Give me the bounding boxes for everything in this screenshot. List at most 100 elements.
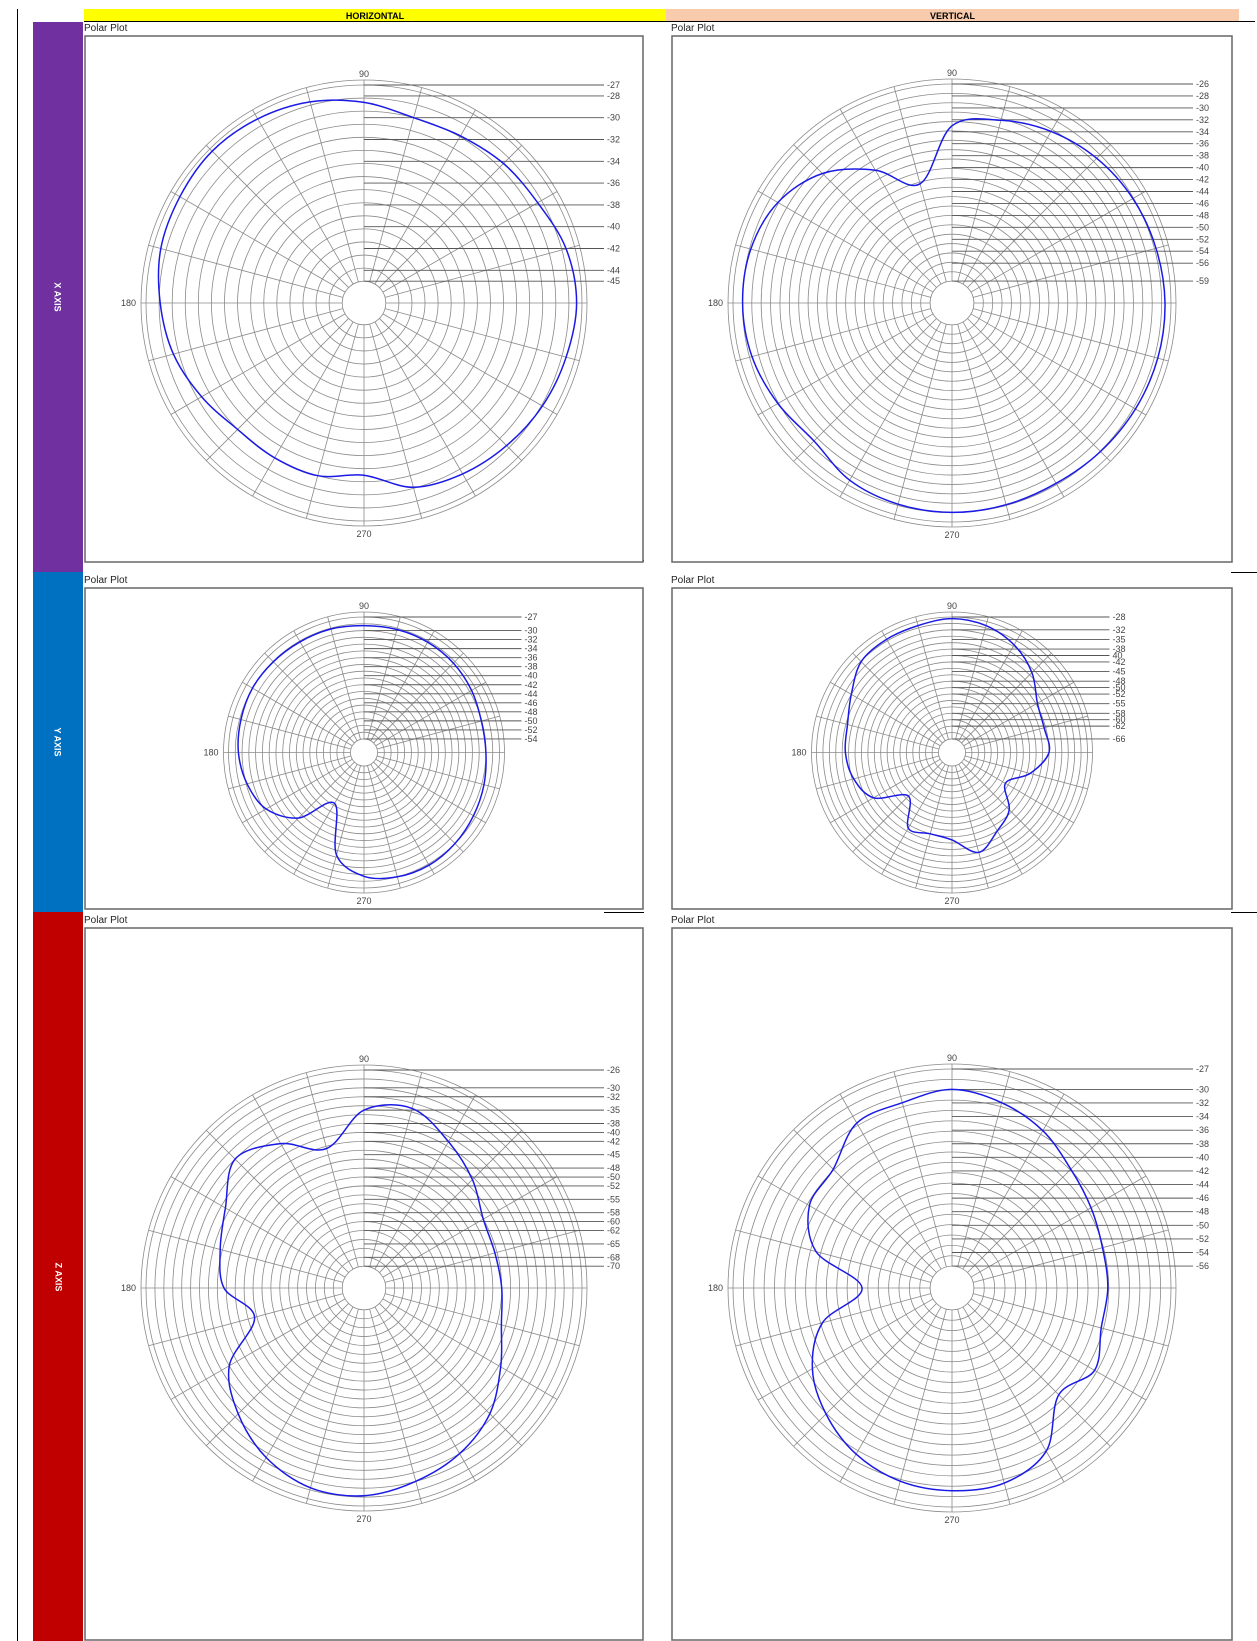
grid-spoke <box>170 313 346 415</box>
radial-tick-label: -30 <box>1196 1084 1209 1094</box>
grid-spoke <box>305 323 359 519</box>
grid-spoke <box>305 87 359 283</box>
radial-tick-label: -46 <box>525 698 538 708</box>
radial-tick-label: -32 <box>1196 115 1209 125</box>
angle-label-180: 180 <box>121 298 136 308</box>
radial-tick-label: -50 <box>607 1172 620 1182</box>
grid-spoke <box>384 308 580 362</box>
grid-spoke <box>374 109 476 285</box>
radial-tick-label: -30 <box>607 113 620 123</box>
radial-tick-label: -42 <box>1113 657 1126 667</box>
grid-spoke <box>793 1129 937 1273</box>
grid-spoke <box>964 755 1088 790</box>
radial-tick-label: -52 <box>1196 234 1209 244</box>
grid-spoke <box>367 765 401 889</box>
grid-spoke <box>970 313 1147 416</box>
panel-title: Polar Plot <box>84 915 128 926</box>
grid-spoke <box>382 1298 558 1400</box>
grid-spoke <box>970 190 1147 293</box>
grid-spoke <box>370 764 435 875</box>
radial-tick-label: -34 <box>1196 1112 1209 1122</box>
grid-spoke <box>757 1175 934 1278</box>
grid-spoke <box>305 1072 359 1268</box>
header-vertical: VERTICAL <box>666 9 1239 22</box>
radial-tick-label: -38 <box>607 200 620 210</box>
grid-spoke <box>376 755 500 790</box>
grid-spoke <box>384 1293 580 1347</box>
grid-spoke <box>793 318 937 462</box>
polar-chart-x-horizontal: 90 180 270 -27-28 -30 -32 -34 -36 -38 -40 -42 -44-4… <box>84 35 644 563</box>
radiation-pattern-trace <box>237 624 487 880</box>
radial-tick-label: -42 <box>607 244 620 254</box>
radial-tick-label: -26 <box>607 1065 620 1075</box>
radial-tick-label: -38 <box>1196 1139 1209 1149</box>
grid-spoke <box>374 321 476 497</box>
polar-chart-y-vertical: 90 180 270 -28 -32-35-3840-42-45-48-50-52-55… <box>671 587 1233 910</box>
angle-label-270: 270 <box>944 530 959 540</box>
grid-spoke <box>963 681 1074 747</box>
radial-tick-label: -62 <box>607 1226 620 1236</box>
radial-tick-label: -50 <box>525 716 538 726</box>
grid-spoke <box>839 321 942 498</box>
radial-tick-label: 40 <box>1113 651 1123 661</box>
radial-tick-label: -30 <box>607 1083 620 1093</box>
grid-spoke <box>757 1298 934 1401</box>
radial-tick-label: -28 <box>1196 91 1209 101</box>
angle-label-270: 270 <box>356 896 371 906</box>
grid-spoke <box>379 318 522 461</box>
plot-frame <box>671 927 1233 1641</box>
radial-tick-label: -52 <box>1113 689 1126 699</box>
radial-tick-label: -55 <box>607 1194 620 1204</box>
radial-tick-label: -40 <box>1196 1152 1209 1162</box>
grid-spoke <box>962 1306 1065 1483</box>
grid-spoke <box>735 244 931 298</box>
grid-spoke <box>379 145 522 288</box>
radial-tick-label: -48 <box>1113 676 1126 686</box>
angle-label-90: 90 <box>359 1054 369 1064</box>
radial-tick-label: -42 <box>525 680 538 690</box>
grid-spoke <box>839 1306 942 1483</box>
grid-spoke <box>384 244 580 298</box>
polar-chart-x-vertical: 90180270-26-28-30-32-34-36-38-40-42-44-4… <box>671 35 1233 563</box>
grid-spoke <box>839 108 942 285</box>
radial-tick-label: -32 <box>1113 625 1126 635</box>
grid-spoke <box>957 86 1011 282</box>
angle-label-270: 270 <box>944 1515 959 1525</box>
grid-spoke <box>830 758 941 824</box>
grid-spoke <box>961 761 1052 853</box>
angle-label-270: 270 <box>944 896 959 906</box>
angle-label-180: 180 <box>791 748 806 758</box>
polar-chart-z-vertical: 90 180 270 -27 -30 -32 -34 -36 -38 -40 -42 -44 -46 -4… <box>671 927 1233 1641</box>
radial-tick-label: -42 <box>607 1136 620 1146</box>
radial-tick-label: -38 <box>607 1119 620 1129</box>
radial-tick-label: -62 <box>1113 721 1126 731</box>
grid-spoke <box>915 765 949 889</box>
radial-tick-label: -40 <box>607 222 620 232</box>
grid-spoke <box>170 1298 346 1400</box>
radial-tick-label: -45 <box>1113 667 1126 677</box>
polar-panel-x-vertical: Polar Plot 90 180 270 -26 -28 -30 -32 -34 -36 -38… <box>671 23 1233 563</box>
grid-spoke <box>757 313 934 416</box>
radial-tick-label: -32 <box>607 135 620 145</box>
radial-tick-label: -56 <box>1196 1261 1209 1271</box>
polar-chart-y-horizontal: 90 180 270 -27 -30-32-34-36-38-40-42-44-46-4… <box>84 587 644 910</box>
grid-spoke <box>964 715 1088 750</box>
radial-tick-label: -35 <box>1113 634 1126 644</box>
grid-spoke <box>973 244 1169 298</box>
radial-tick-label: -44 <box>525 689 538 699</box>
grid-spoke <box>967 1303 1111 1447</box>
grid-spoke <box>973 1293 1169 1347</box>
grid-spoke <box>961 652 1052 744</box>
row-band-y-axis: Y AXIS <box>33 572 83 912</box>
grid-spoke <box>264 761 355 853</box>
grid-spoke <box>970 1298 1147 1401</box>
radial-tick-label: -36 <box>525 653 538 663</box>
grid-spoke <box>148 308 344 362</box>
grid-spoke <box>881 764 946 875</box>
grid-spoke <box>963 758 1074 824</box>
grid-spoke <box>375 758 486 824</box>
grid-spoke <box>373 761 464 853</box>
grid-spoke <box>374 1306 476 1482</box>
grid-spoke <box>962 321 1065 498</box>
grid-spoke <box>384 1229 580 1283</box>
